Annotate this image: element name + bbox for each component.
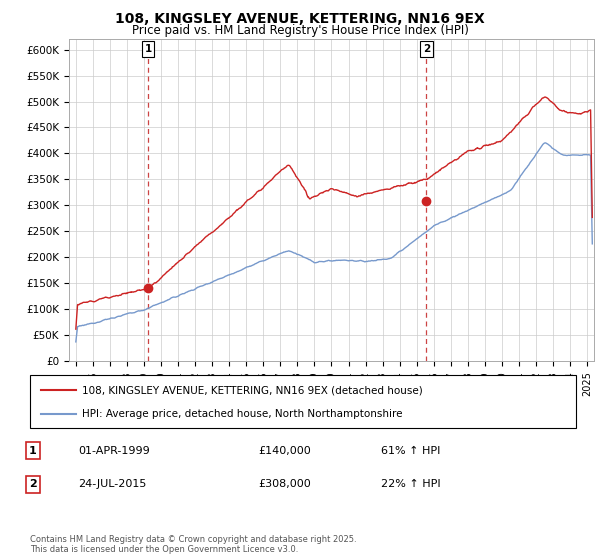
Text: 24-JUL-2015: 24-JUL-2015 <box>78 479 146 489</box>
Text: 2: 2 <box>422 44 430 54</box>
Text: £140,000: £140,000 <box>258 446 311 456</box>
Text: 108, KINGSLEY AVENUE, KETTERING, NN16 9EX: 108, KINGSLEY AVENUE, KETTERING, NN16 9E… <box>115 12 485 26</box>
Text: 1: 1 <box>29 446 37 456</box>
FancyBboxPatch shape <box>30 375 576 428</box>
Text: 61% ↑ HPI: 61% ↑ HPI <box>381 446 440 456</box>
Text: 1: 1 <box>145 44 152 54</box>
Text: 2: 2 <box>29 479 37 489</box>
Text: Price paid vs. HM Land Registry's House Price Index (HPI): Price paid vs. HM Land Registry's House … <box>131 24 469 37</box>
Text: 108, KINGSLEY AVENUE, KETTERING, NN16 9EX (detached house): 108, KINGSLEY AVENUE, KETTERING, NN16 9E… <box>82 385 422 395</box>
Text: 22% ↑ HPI: 22% ↑ HPI <box>381 479 440 489</box>
Text: Contains HM Land Registry data © Crown copyright and database right 2025.
This d: Contains HM Land Registry data © Crown c… <box>30 535 356 554</box>
Text: £308,000: £308,000 <box>258 479 311 489</box>
Text: 01-APR-1999: 01-APR-1999 <box>78 446 150 456</box>
Text: HPI: Average price, detached house, North Northamptonshire: HPI: Average price, detached house, Nort… <box>82 408 403 418</box>
